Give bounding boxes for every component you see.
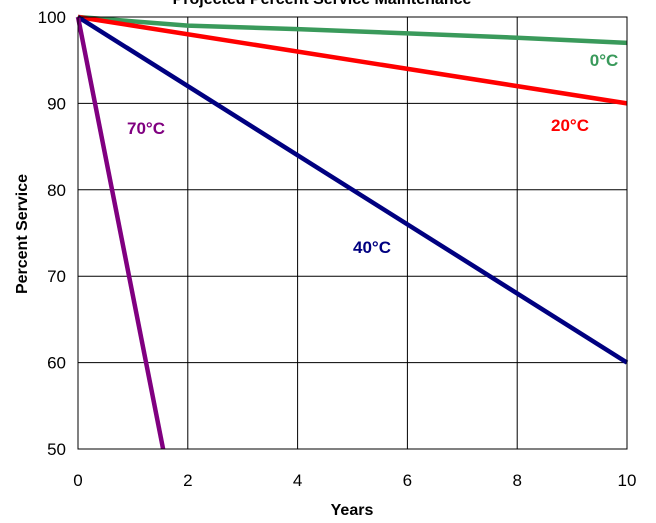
series-label-2: 40°C	[353, 238, 391, 257]
series-line-0	[77, 14, 628, 46]
x-tick-label-5: 10	[618, 471, 637, 490]
y-tick-label-5: 100	[38, 8, 66, 27]
x-tick-label-3: 6	[403, 471, 412, 490]
y-tick-label-4: 90	[47, 94, 66, 113]
x-tick-label-2: 4	[293, 471, 302, 490]
x-tick-label-4: 8	[512, 471, 521, 490]
series-label-1: 20°C	[551, 116, 589, 135]
tick-labels: 0 2 4 6 8 10 50 60 70 80 90 100	[38, 8, 637, 490]
x-tick-label-1: 2	[183, 471, 192, 490]
grid	[77, 16, 628, 450]
x-tick-label-0: 0	[73, 471, 82, 490]
y-tick-label-0: 50	[47, 440, 66, 459]
y-tick-label-1: 60	[47, 354, 66, 373]
series-labels: 0°C 20°C 40°C 70°C	[127, 51, 618, 257]
plot-frame	[77, 16, 628, 450]
series-line-2	[76, 15, 629, 365]
series-label-3: 70°C	[127, 119, 165, 138]
chart-title: Projected Percent Service Maintenance	[173, 0, 472, 8]
y-tick-label-3: 80	[47, 181, 66, 200]
y-axis-label: Percent Service	[14, 174, 31, 294]
x-axis-label: Years	[331, 502, 374, 519]
y-tick-label-2: 70	[47, 267, 66, 286]
series-line-1	[77, 14, 628, 106]
series-line-3	[75, 16, 166, 450]
series-lines	[75, 14, 629, 450]
series-label-0: 0°C	[590, 51, 619, 70]
